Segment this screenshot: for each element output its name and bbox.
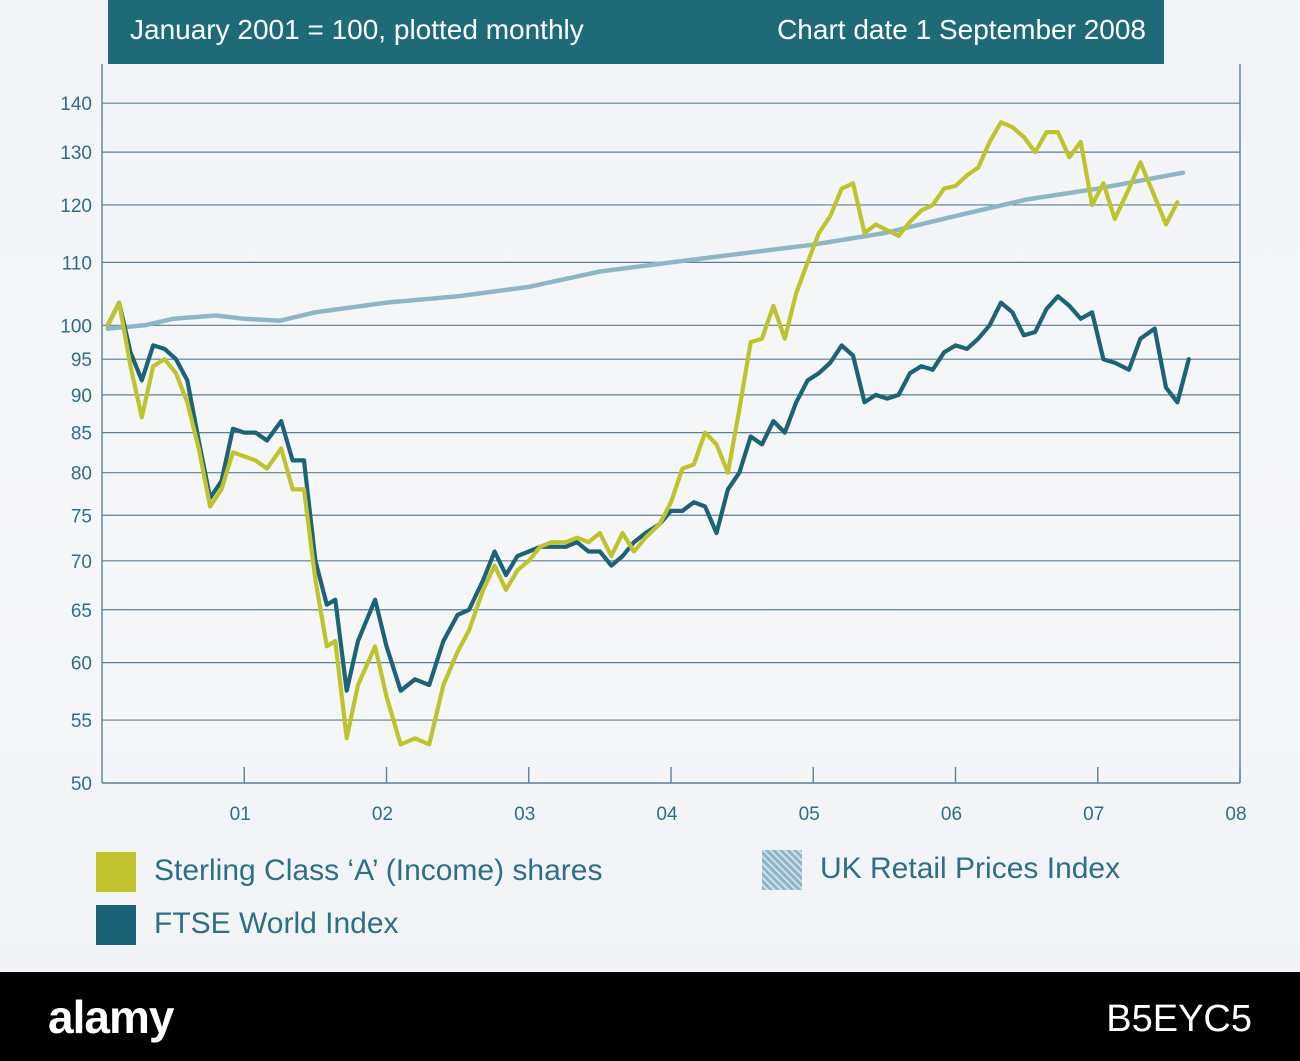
x-tick-label: 07 xyxy=(1083,804,1104,825)
x-tick-label: 03 xyxy=(514,804,535,825)
chart-header-bar: January 2001 = 100, plotted monthly Char… xyxy=(108,0,1164,64)
y-tick-label: 120 xyxy=(60,196,92,217)
legend-label-ftse: FTSE World Index xyxy=(154,907,399,940)
header-chart-date: Chart date 1 September 2008 xyxy=(777,14,1146,45)
series-line-rpi xyxy=(105,170,1186,331)
y-tick-label: 95 xyxy=(71,350,92,371)
y-tick-label: 50 xyxy=(71,774,92,795)
y-tick-label: 80 xyxy=(71,464,92,485)
line-chart: 140 130 120 110 100 95 90 85 80 75 70 65 60 55 50 01 02… xyxy=(60,64,1247,825)
y-tick-label: 55 xyxy=(71,711,92,732)
x-tick-label: 05 xyxy=(799,804,820,825)
x-tick-label: 08 xyxy=(1225,804,1246,825)
image-id: B5EYC5 xyxy=(1106,998,1252,1040)
y-tick-label: 130 xyxy=(60,143,92,164)
legend-swatch-sterling xyxy=(96,852,136,892)
x-tick-label: 04 xyxy=(656,804,678,825)
y-tick-label: 140 xyxy=(60,94,92,115)
legend-swatch-rpi xyxy=(762,850,802,890)
y-tick-labels: 140 130 120 110 100 95 90 85 80 75 70 65 60 55 50 xyxy=(60,94,92,795)
legend-swatch-ftse xyxy=(96,905,136,945)
x-tick-label: 06 xyxy=(941,804,962,825)
y-tick-label: 110 xyxy=(62,253,92,274)
series-line-ftse xyxy=(105,294,1191,693)
y-tick-label: 75 xyxy=(71,506,92,527)
series-lines xyxy=(105,120,1191,747)
x-tick-label: 01 xyxy=(230,804,251,825)
y-tick-label: 100 xyxy=(60,316,92,337)
x-tick-labels: 01 02 03 04 05 06 07 08 xyxy=(230,804,1247,825)
series-line-sterling xyxy=(105,120,1180,747)
legend-label-sterling: Sterling Class ‘A’ (Income) shares xyxy=(154,854,603,887)
y-tick-label: 85 xyxy=(71,424,92,445)
x-tick-label: 02 xyxy=(372,804,393,825)
axes xyxy=(101,64,1241,784)
y-tick-label: 70 xyxy=(71,552,92,573)
brand-logo: alamy xyxy=(48,991,174,1043)
y-tick-label: 90 xyxy=(71,386,92,407)
legend-label-rpi: UK Retail Prices Index xyxy=(820,852,1121,885)
watermark-band: alamy B5EYC5 xyxy=(0,972,1300,1061)
header-base-note: January 2001 = 100, plotted monthly xyxy=(130,14,584,45)
y-tick-label: 60 xyxy=(71,654,92,675)
grid-lines xyxy=(102,102,1240,721)
y-tick-label: 65 xyxy=(71,601,92,622)
